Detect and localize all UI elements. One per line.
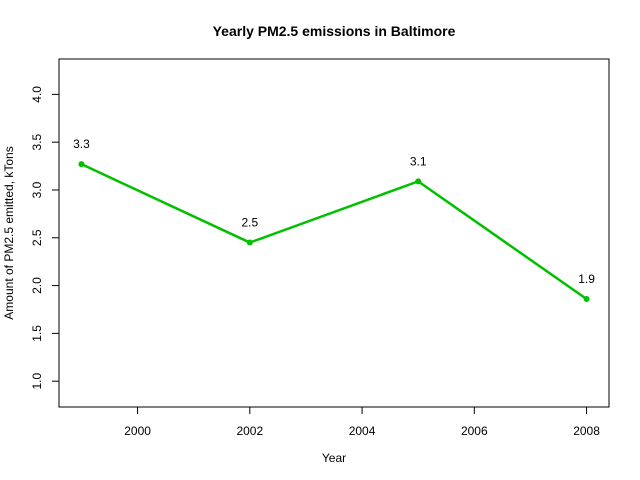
- y-tick-label: 2.0: [30, 277, 44, 294]
- plot-frame: [58, 58, 610, 408]
- y-tick-label: 1.0: [30, 373, 44, 390]
- series-line: [80, 163, 588, 300]
- data-point: [246, 239, 253, 246]
- data-label: 2.5: [241, 216, 258, 230]
- data-point: [78, 161, 85, 168]
- data-point: [583, 295, 590, 302]
- x-tick-label: 2002: [236, 424, 263, 438]
- data-label: 1.9: [578, 272, 595, 286]
- data-label: 3.1: [410, 154, 427, 168]
- y-tick-label: 1.5: [30, 325, 44, 342]
- chart-title: Yearly PM2.5 emissions in Baltimore: [213, 23, 456, 39]
- data-point: [415, 178, 422, 185]
- y-tick-label: 4.0: [30, 86, 44, 103]
- data-label: 3.3: [73, 137, 90, 151]
- y-tick-label: 2.5: [30, 229, 44, 246]
- x-tick-label: 2000: [124, 424, 151, 438]
- series-group: 3.3 2.5 3.1 1.9: [73, 137, 595, 302]
- y-axis-label: Amount of PM2.5 emitted, kTons: [2, 146, 16, 319]
- x-tick-label: 2006: [461, 424, 488, 438]
- y-tick-label: 3.0: [30, 181, 44, 198]
- y-axis: 1.0 1.5 2.0 2.5 3.0 3.5 4.0: [30, 86, 60, 390]
- x-tick-label: 2008: [573, 424, 600, 438]
- x-axis: 2000 2002 2004 2006 2008: [124, 406, 600, 438]
- y-tick-label: 3.5: [30, 134, 44, 151]
- x-tick-label: 2004: [349, 424, 376, 438]
- x-axis-label: Year: [322, 451, 346, 465]
